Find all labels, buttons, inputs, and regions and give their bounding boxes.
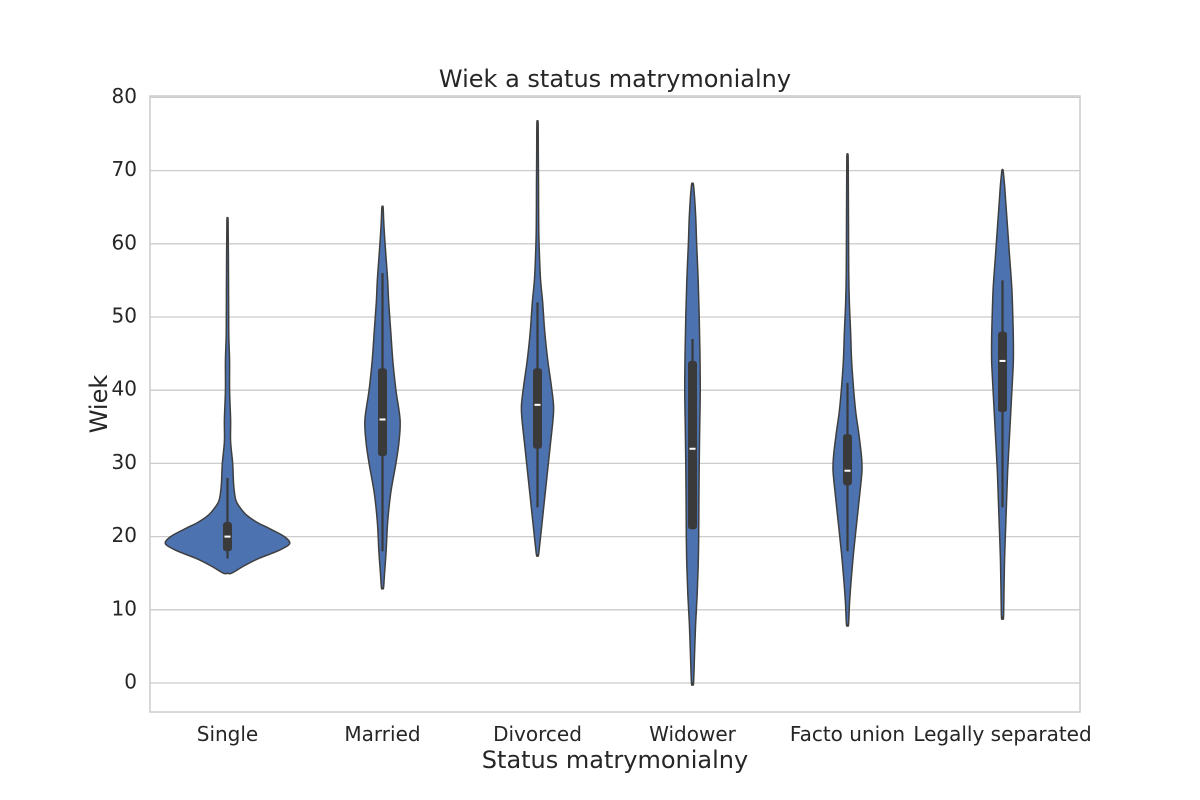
violin-divorced — [520, 119, 555, 557]
y-tick-label: 50 — [112, 304, 137, 328]
violin-iqr-box — [533, 368, 542, 449]
y-tick-label: 70 — [112, 157, 137, 181]
x-tick-label: Widower — [649, 722, 736, 746]
y-tick-label: 30 — [112, 450, 137, 474]
y-tick-labels: 0 10 20 30 40 50 60 70 80 — [112, 84, 137, 694]
y-tick-label: 10 — [112, 596, 137, 620]
y-tick-label: 20 — [112, 523, 137, 547]
violin-widower — [683, 182, 702, 686]
y-tick-label: 80 — [112, 84, 137, 108]
violin-single — [164, 216, 291, 575]
grid-lines — [150, 96, 1080, 684]
x-tick-label: Married — [344, 722, 420, 746]
x-tick-labels: Single Married Divorced Widower Facto union L… — [197, 722, 1092, 746]
violin-legally-separated — [990, 168, 1015, 621]
chart-title: Wiek a status matrymonialny — [439, 65, 791, 93]
y-axis-title: Wiek — [85, 375, 113, 434]
x-tick-label: Single — [197, 722, 258, 746]
violin-facto-union — [832, 153, 863, 627]
violin-iqr-box — [378, 368, 387, 457]
y-tick-label: 40 — [112, 377, 137, 401]
violin-iqr-box — [998, 331, 1007, 413]
x-tick-label: Facto union — [790, 722, 905, 746]
violins — [164, 119, 1015, 686]
x-axis-title: Status matrymonialny — [482, 746, 748, 774]
x-tick-label: Legally separated — [913, 722, 1091, 746]
violin-married — [364, 205, 401, 590]
violin-iqr-box — [843, 434, 852, 486]
x-tick-label: Divorced — [493, 722, 582, 746]
violin-iqr-box — [688, 360, 697, 530]
y-tick-label: 60 — [112, 230, 137, 254]
violin-body — [164, 216, 291, 575]
y-tick-label: 0 — [124, 670, 137, 694]
plot-frame — [149, 95, 1081, 713]
